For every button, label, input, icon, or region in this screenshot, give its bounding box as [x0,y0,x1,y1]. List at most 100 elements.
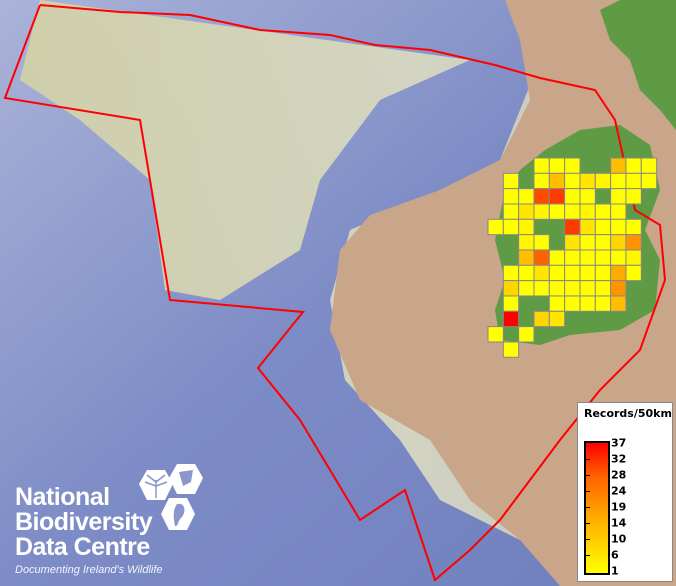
grid-cell[interactable] [594,218,612,236]
grid-cell[interactable] [564,218,581,236]
grid-cell[interactable] [564,249,581,266]
grid-cell[interactable] [610,172,627,190]
grid-cell[interactable] [564,188,581,205]
grid-cell[interactable] [548,280,566,297]
grid-cell[interactable] [610,188,627,205]
grid-cell[interactable] [610,157,627,174]
grid-cell[interactable] [579,280,596,297]
grid-cell[interactable] [548,310,566,328]
grid-cell[interactable] [487,218,504,236]
grid-cell[interactable] [533,157,550,174]
grid-cell[interactable] [610,295,627,312]
grid-cell[interactable] [594,295,612,312]
logo-line: Data Centre [15,533,150,561]
grid-cell[interactable] [502,188,520,205]
grid-cell[interactable] [579,295,596,312]
grid-cell[interactable] [625,249,642,266]
grid-cell[interactable] [502,218,520,236]
grid-cell[interactable] [548,188,566,205]
grid-cell[interactable] [518,218,535,236]
grid-cell[interactable] [502,295,520,312]
grid-cell[interactable] [518,188,535,205]
grid-cell[interactable] [518,280,535,297]
grid-cell[interactable] [533,203,550,220]
grid-cell[interactable] [502,172,520,190]
logo-tagline: Documenting Ireland's Wildlife [15,564,163,576]
legend-tick-mark [585,507,590,508]
grid-cell[interactable] [594,264,612,282]
grid-cell[interactable] [502,280,520,297]
grid-cell[interactable] [533,249,550,266]
grid-cell[interactable] [610,218,627,236]
grid-cell[interactable] [625,234,642,251]
grid-cell[interactable] [533,172,550,190]
grid-cell[interactable] [533,264,550,282]
grid-cell[interactable] [487,326,504,343]
grid-cell[interactable] [533,188,550,205]
records-grid [487,157,658,358]
grid-cell[interactable] [610,249,627,266]
legend-tick-mark [585,555,590,556]
legend-tick-label: 14 [611,516,627,530]
grid-cell[interactable] [502,341,520,358]
scotland-land [600,0,676,130]
grid-cell[interactable] [579,188,596,205]
grid-cell[interactable] [564,234,581,251]
grid-cell[interactable] [579,172,596,190]
grid-cell[interactable] [564,203,581,220]
grid-cell[interactable] [640,157,658,174]
grid-cell[interactable] [640,172,658,190]
grid-cell[interactable] [518,326,535,343]
grid-cell[interactable] [518,264,535,282]
grid-cell[interactable] [625,218,642,236]
grid-cell[interactable] [610,203,627,220]
grid-cell[interactable] [502,310,520,328]
nbdc-logo: National Biodiversity Data Centre Docume… [15,483,163,577]
grid-cell[interactable] [594,249,612,266]
grid-cell[interactable] [518,249,535,266]
grid-cell[interactable] [579,264,596,282]
grid-cell[interactable] [579,203,596,220]
grid-cell[interactable] [579,234,596,251]
legend-tick-label: 6 [611,548,619,562]
grid-cell[interactable] [564,157,581,174]
logo-line: National [15,483,110,511]
legend-tick-label: 10 [611,532,627,546]
legend-tick-label: 37 [611,436,627,450]
grid-cell[interactable] [594,234,612,251]
grid-cell[interactable] [610,264,627,282]
grid-cell[interactable] [548,249,566,266]
grid-cell[interactable] [533,280,550,297]
grid-cell[interactable] [518,203,535,220]
legend-tick-mark [585,475,590,476]
grid-cell[interactable] [533,310,550,328]
grid-cell[interactable] [594,172,612,190]
grid-cell[interactable] [625,264,642,282]
legend-tick-label: 19 [611,500,627,514]
logo-icon [139,464,203,530]
grid-cell[interactable] [579,218,596,236]
grid-cell[interactable] [548,264,566,282]
grid-cell[interactable] [610,280,627,297]
grid-cell[interactable] [579,249,596,266]
grid-cell[interactable] [548,203,566,220]
grid-cell[interactable] [625,157,642,174]
grid-cell[interactable] [548,157,566,174]
grid-cell[interactable] [564,172,581,190]
grid-cell[interactable] [564,264,581,282]
grid-cell[interactable] [533,234,550,251]
legend-tick-label: 28 [611,468,627,482]
grid-cell[interactable] [548,295,566,312]
grid-cell[interactable] [502,203,520,220]
grid-cell[interactable] [518,234,535,251]
grid-cell[interactable] [564,280,581,297]
grid-cell[interactable] [564,295,581,312]
grid-cell[interactable] [625,172,642,190]
grid-cell[interactable] [625,188,642,205]
grid-cell[interactable] [548,172,566,190]
legend-color-ramp [584,441,610,575]
grid-cell[interactable] [502,264,520,282]
grid-cell[interactable] [594,203,612,220]
grid-cell[interactable] [610,234,627,251]
grid-cell[interactable] [594,280,612,297]
